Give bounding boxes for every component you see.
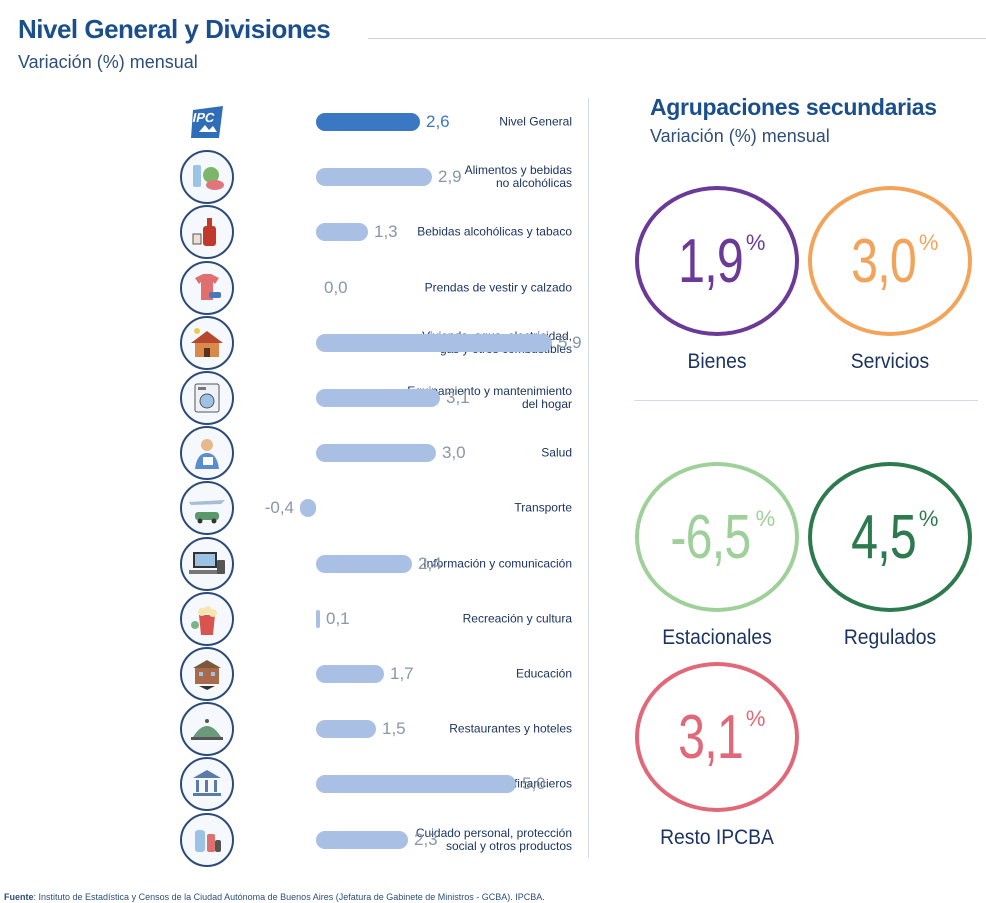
category-label: Educación [515, 666, 572, 681]
bar [316, 609, 320, 628]
value-label: 1,3 [374, 222, 398, 242]
value-label: 3,0 [442, 443, 466, 463]
personal-care-icon [180, 812, 234, 867]
group-divider [634, 400, 978, 401]
bar [316, 389, 440, 407]
kpi-circle: 1,9% [635, 186, 799, 336]
kpi-unit: % [745, 706, 766, 731]
value-label: 1,7 [390, 664, 414, 683]
category-label: Alimentos y bebidas no alcohólicas [464, 163, 572, 191]
bar [316, 168, 432, 187]
value-label: -0,4 [264, 498, 294, 518]
kpi-unit: % [745, 230, 766, 255]
kpi-circle: 3,0% [808, 186, 972, 336]
category-label: Bebidas alcohólicas y tabaco [417, 224, 572, 239]
kpi-value: -6,5 [670, 502, 751, 572]
secondary-title: Agrupaciones secundarias [650, 94, 937, 120]
value-label: 3,1 [446, 388, 470, 407]
kpi-unit: % [918, 230, 939, 255]
bar [316, 775, 516, 794]
bar [300, 499, 316, 518]
value-label: 2,9 [438, 167, 462, 187]
kpi-unit: % [918, 506, 939, 531]
food-icon [180, 150, 234, 205]
health-worker-icon [180, 426, 234, 481]
title-rule [368, 38, 986, 39]
popcorn-icon [180, 591, 234, 646]
kpi-circle: 4,5% [808, 462, 972, 612]
restaurant-cloche-icon [180, 702, 234, 757]
category-label: Salud [541, 445, 572, 460]
bar [316, 720, 376, 739]
value-label: 1,5 [382, 719, 406, 739]
kpi-bienes: 1,9% Bienes [632, 186, 802, 374]
kpi-unit: % [755, 506, 776, 531]
bar [316, 223, 368, 242]
page-subtitle: Variación (%) mensual [18, 52, 198, 72]
kpi-name: Servicios [850, 350, 930, 373]
category-label: Prendas de vestir y calzado [424, 280, 572, 295]
clothing-icon [180, 260, 234, 315]
value-label: 0,1 [326, 608, 350, 628]
kpi-name: Resto IPCBA [660, 826, 774, 849]
kpi-name: Estacionales [662, 626, 772, 649]
category-label: Recreación y cultura [462, 611, 572, 626]
wine-bottle-icon [180, 205, 234, 260]
value-label: 2,3 [414, 829, 438, 849]
kpi-circle: -6,5% [635, 462, 799, 612]
bar [316, 444, 436, 463]
category-label: Restaurantes y hoteles [449, 721, 572, 736]
value-label: 2,6 [426, 112, 450, 131]
section-divider [588, 98, 589, 858]
kpi-value: 3,0 [850, 226, 917, 296]
school-icon [180, 647, 234, 701]
kpi-resto-ipcba: 3,1% Resto IPCBA [632, 662, 802, 850]
kpi-estacionales: -6,5% Estacionales [632, 462, 802, 650]
value-label: 5,9 [558, 332, 582, 352]
kpi-regulados: 4,5% Regulados [805, 462, 975, 650]
bar [316, 665, 384, 683]
category-label: Información y comunicación [423, 556, 572, 571]
category-label: Nivel General [499, 114, 572, 129]
category-label: Transporte [514, 500, 572, 515]
house-icon [180, 315, 234, 370]
value-label: 5,0 [522, 774, 546, 794]
kpi-value: 3,1 [677, 702, 744, 772]
bar [316, 113, 420, 131]
bank-icon [180, 757, 234, 812]
bar [316, 333, 552, 352]
category-label: Cuidado personal, protección social y otr… [415, 825, 572, 853]
transport-icon [180, 481, 234, 536]
kpi-circle: 3,1% [635, 662, 799, 812]
value-label: 0,0 [324, 277, 348, 297]
source-label: Fuente [4, 892, 34, 902]
category-label: Equipamiento y mantenimiento del hogar [407, 384, 572, 411]
washing-machine-icon [180, 371, 234, 425]
computer-icon [180, 536, 234, 591]
value-label: 2,4 [418, 553, 442, 573]
bar [316, 830, 408, 849]
page-title: Nivel General y Divisiones [18, 14, 331, 44]
source-note: Fuente: Instituto de Estadística y Censo… [4, 892, 545, 902]
svg-text:IPC: IPC [191, 110, 216, 125]
kpi-name: Bienes [687, 350, 747, 373]
bar [316, 554, 412, 573]
kpi-value: 4,5 [850, 502, 917, 572]
kpi-name: Regulados [843, 626, 937, 649]
ipc-logo-icon: IPC [180, 95, 234, 149]
kpi-servicios: 3,0% Servicios [805, 186, 975, 374]
kpi-value: 1,9 [677, 226, 744, 296]
source-text: : Instituto de Estadística y Censos de l… [33, 892, 545, 902]
secondary-subtitle: Variación (%) mensual [650, 126, 830, 146]
